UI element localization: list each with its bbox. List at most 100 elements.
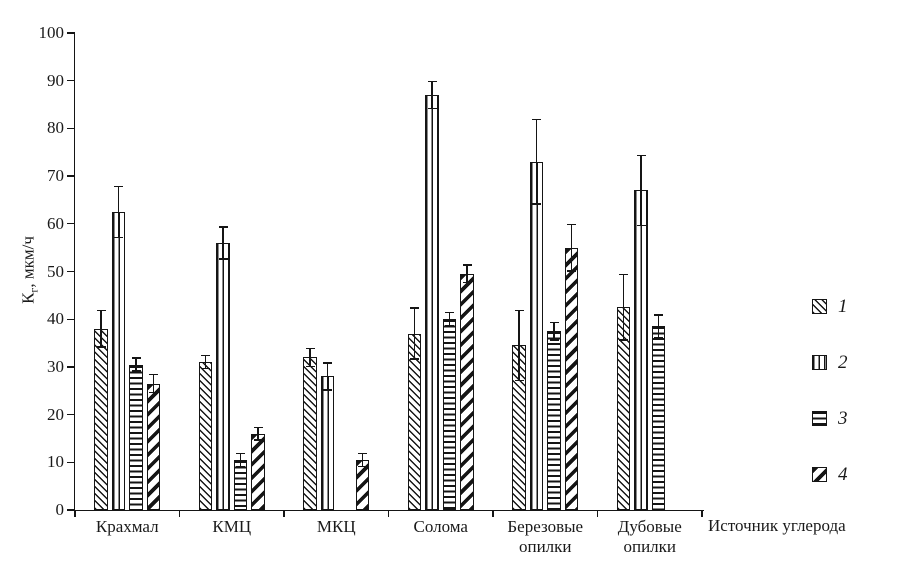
legend-label: 4 <box>838 464 848 485</box>
error-bar-cap-bottom <box>636 224 646 227</box>
error-bar-cap-top <box>149 374 158 376</box>
error-bar <box>236 452 245 468</box>
y-tick-mark <box>67 413 74 416</box>
error-bar <box>323 362 332 391</box>
bar-slot <box>547 321 561 510</box>
bar-slot <box>198 355 213 510</box>
y-tick-label: 0 <box>55 500 65 519</box>
error-bar-cap-bottom <box>201 367 210 370</box>
bar-slot <box>94 309 108 510</box>
error-bar-cap-top <box>619 273 628 276</box>
error-bar-line <box>518 309 520 382</box>
error-bar <box>149 374 158 394</box>
error-bar-cap-top <box>114 185 123 188</box>
error-bar-cap-top <box>253 426 263 428</box>
bar-slot <box>146 374 161 510</box>
error-bar-cap-top <box>236 452 245 455</box>
error-bar-line <box>640 154 642 227</box>
bar <box>233 459 248 510</box>
error-bar-line <box>100 309 102 348</box>
bar <box>634 190 648 510</box>
error-bar <box>305 347 315 367</box>
bar <box>111 211 126 510</box>
bar-slot <box>425 80 439 510</box>
x-tick-mark <box>283 510 285 517</box>
error-bar-cap-top <box>96 309 106 312</box>
error-bar-line <box>326 362 329 391</box>
horizontal-line-hatch-swatch <box>812 411 827 426</box>
error-bar-cap-bottom <box>131 370 141 372</box>
y-axis-title-main: К <box>18 292 38 304</box>
x-category-label: Солома <box>413 517 468 536</box>
error-bar <box>532 118 541 205</box>
bar-slot <box>320 362 335 510</box>
error-bar <box>514 309 524 382</box>
error-bar-cap-top <box>358 452 367 455</box>
error-bar-cap-bottom <box>619 339 628 341</box>
bar-slot <box>216 226 230 510</box>
bar <box>198 362 213 510</box>
error-bar-cap-bottom <box>323 389 332 391</box>
bar <box>129 364 143 510</box>
bar <box>651 326 666 510</box>
error-bar-cap-top <box>654 314 663 316</box>
bar-slot <box>616 273 631 510</box>
y-tick-mark <box>67 318 74 320</box>
error-bar-line <box>117 185 120 239</box>
error-bar-cap-bottom <box>253 439 263 441</box>
bar-group <box>598 33 703 510</box>
x-category-label: КМЦ <box>212 517 252 536</box>
x-tick-mark <box>492 510 494 517</box>
error-bar-line <box>257 426 259 441</box>
bar <box>547 331 561 510</box>
error-bar-cap-bottom <box>445 324 454 327</box>
error-bar <box>445 312 454 327</box>
y-tick-mark <box>67 270 74 273</box>
error-bar-cap-bottom <box>514 379 524 382</box>
diagonal-slash-bold-hatch-swatch <box>812 467 827 482</box>
error-bar <box>131 357 141 372</box>
y-tick-label: 50 <box>47 261 64 281</box>
error-bar <box>253 426 263 441</box>
y-tick-mark <box>67 80 74 82</box>
x-tick-mark <box>178 510 181 517</box>
y-axis-title-subscript: г <box>26 287 41 293</box>
bar-slot <box>111 185 126 510</box>
error-bar-cap-bottom <box>96 346 106 348</box>
error-bar-cap-top <box>305 347 315 350</box>
error-bar-cap-bottom <box>567 270 576 272</box>
bar-group <box>389 33 494 510</box>
error-bar-cap-bottom <box>305 365 315 367</box>
error-bar-line <box>448 312 451 327</box>
y-tick-label: 60 <box>47 213 64 233</box>
y-axis-line <box>73 32 76 511</box>
error-bar <box>567 223 576 272</box>
error-bar-cap-top <box>567 223 576 226</box>
bar-slot <box>564 223 579 510</box>
y-tick-mark <box>67 32 74 34</box>
bar-slot <box>233 452 248 510</box>
error-bar-line <box>431 80 433 110</box>
error-bar <box>201 355 210 370</box>
bar <box>425 95 439 510</box>
y-tick-mark <box>67 509 74 511</box>
legend-item: 4 <box>812 465 848 484</box>
error-bar-cap-top <box>636 154 646 157</box>
diagonal-backslash-hatch-swatch <box>812 299 827 314</box>
error-bar <box>410 307 419 360</box>
error-bar-line <box>222 226 224 260</box>
legend-label: 1 <box>838 296 848 317</box>
error-bar <box>218 226 228 260</box>
y-tick-label: 70 <box>47 166 64 186</box>
error-bar-line <box>535 118 538 205</box>
bar-group <box>75 33 180 510</box>
bar-slot <box>251 426 265 510</box>
bar-slot <box>460 264 474 510</box>
bar-slot <box>303 347 317 510</box>
error-bar-cap-bottom <box>427 107 437 110</box>
x-axis-title: Источник углерода <box>708 516 846 535</box>
bar <box>460 273 474 510</box>
error-bar-cap-top <box>131 357 141 359</box>
error-bar-cap-top <box>549 321 559 323</box>
error-bar-cap-bottom <box>410 358 419 360</box>
